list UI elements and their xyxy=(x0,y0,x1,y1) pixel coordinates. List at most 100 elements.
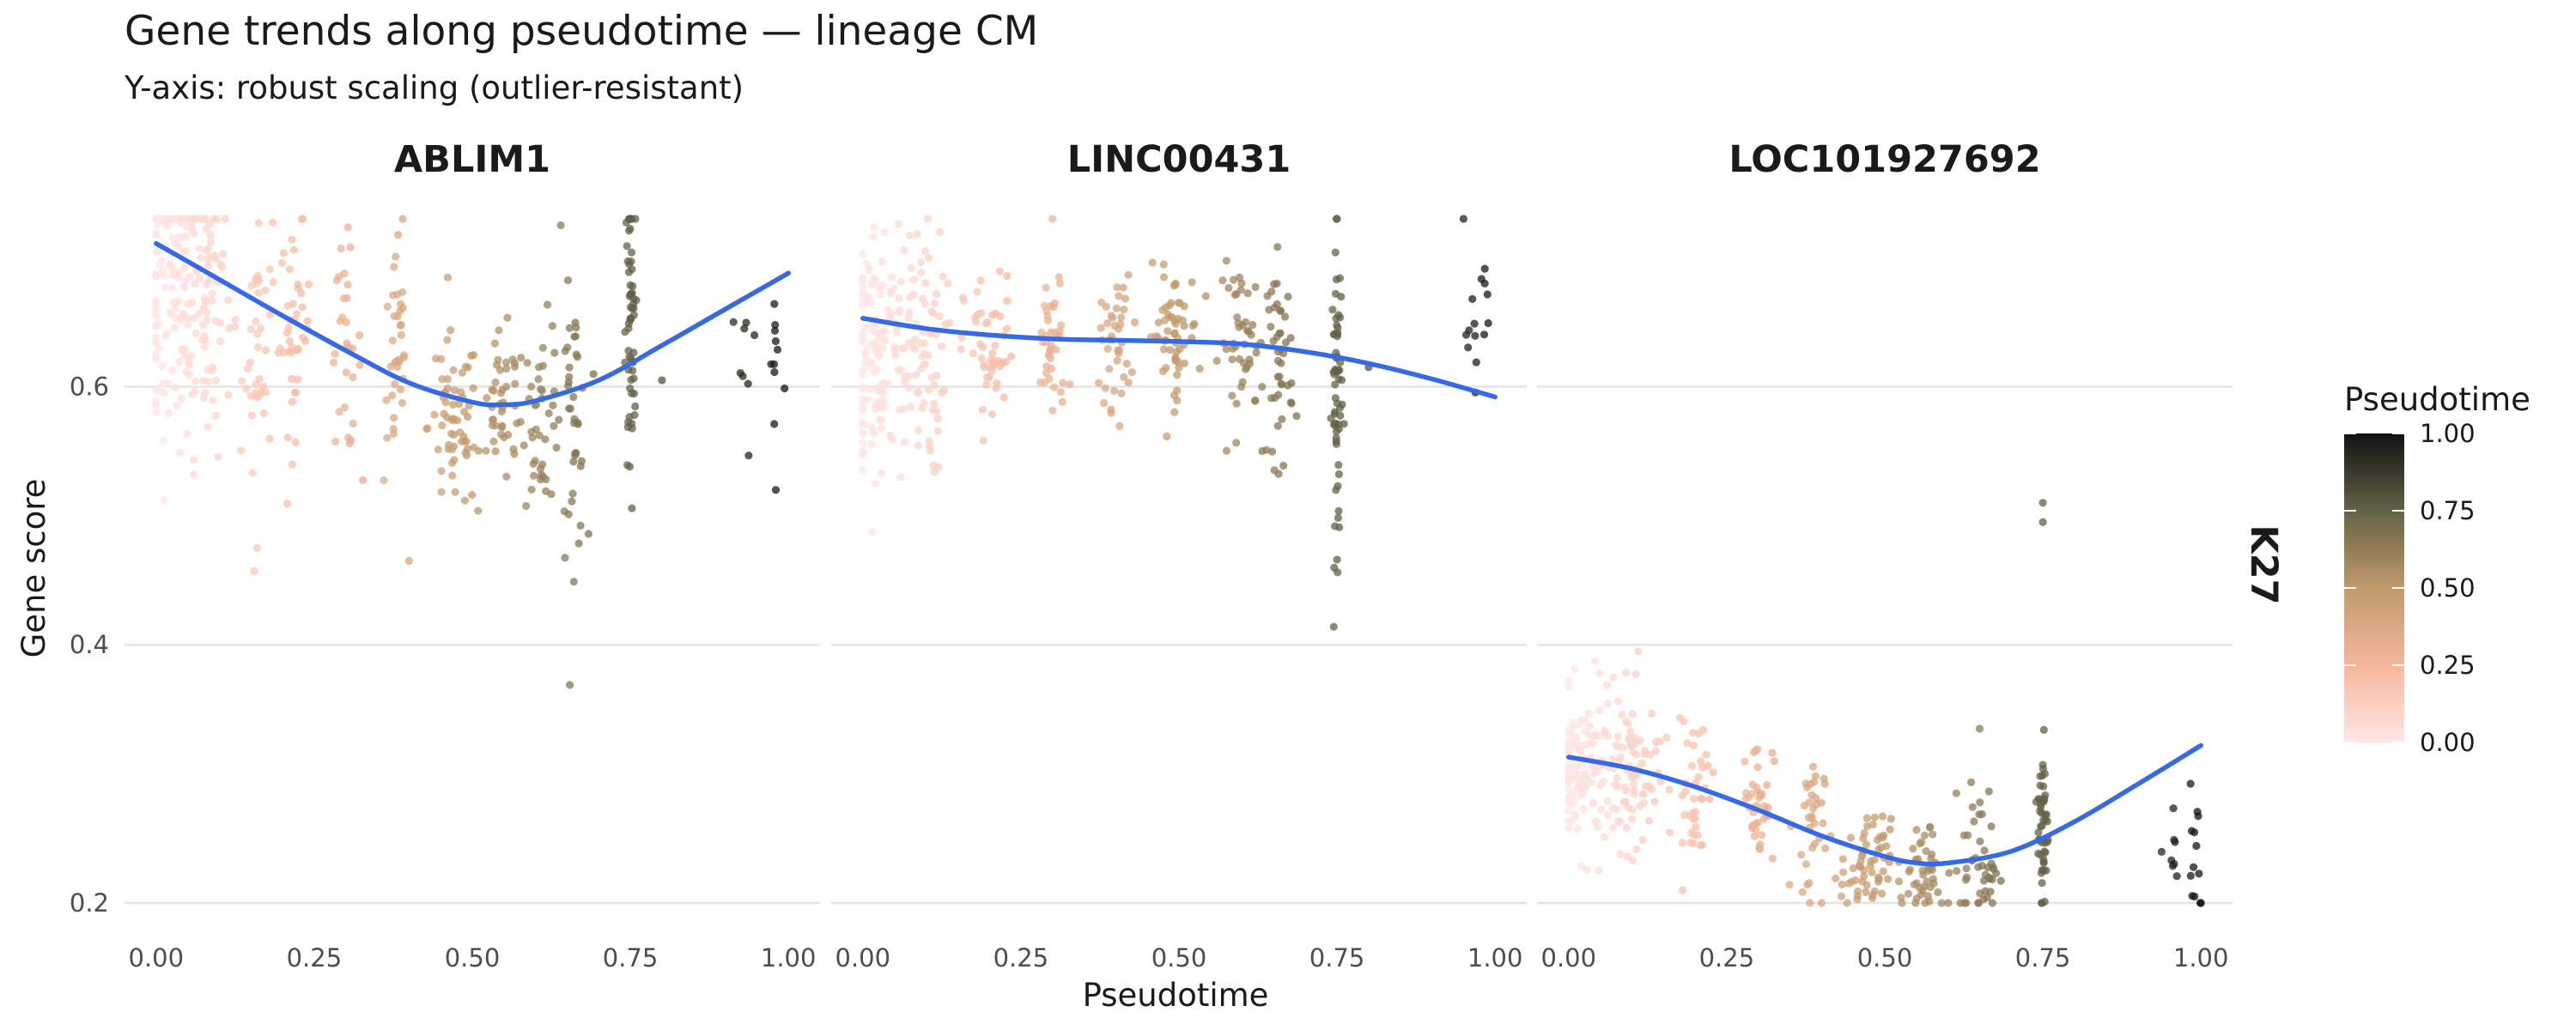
data-point xyxy=(1577,862,1585,870)
data-point xyxy=(881,336,890,345)
trend-line xyxy=(1566,742,2203,867)
facet-panel: 0.00 0.25 0.50 0.75 1.00 LOC101927692 xyxy=(1537,138,2233,972)
data-point xyxy=(1573,825,1582,833)
data-point xyxy=(978,342,987,351)
data-point xyxy=(1692,822,1700,831)
data-point xyxy=(1918,866,1927,875)
data-point xyxy=(1258,383,1267,391)
data-point xyxy=(914,426,923,435)
data-point xyxy=(1166,346,1175,354)
data-point xyxy=(927,373,936,382)
data-point xyxy=(1236,286,1245,294)
data-point xyxy=(332,276,341,285)
data-point xyxy=(511,379,519,388)
data-point xyxy=(1479,330,1489,339)
data-point xyxy=(437,467,446,476)
data-point xyxy=(1124,379,1133,387)
data-point xyxy=(1929,879,1938,888)
data-point xyxy=(1631,670,1640,678)
data-point xyxy=(531,457,539,465)
data-point xyxy=(246,391,255,400)
data-point xyxy=(541,435,550,444)
data-point xyxy=(211,411,220,420)
data-point xyxy=(166,215,174,223)
data-point xyxy=(247,411,256,420)
data-point xyxy=(200,294,209,302)
data-point xyxy=(1860,828,1868,838)
data-point xyxy=(1621,797,1630,806)
data-point xyxy=(345,439,354,448)
data-point xyxy=(1112,304,1121,312)
data-point xyxy=(981,319,990,328)
data-point xyxy=(183,354,191,362)
data-point xyxy=(208,289,216,298)
data-point xyxy=(253,393,262,402)
data-point xyxy=(1480,279,1489,288)
data-point xyxy=(914,441,922,450)
data-point xyxy=(738,372,747,380)
data-point xyxy=(498,385,507,394)
data-point xyxy=(1577,790,1586,798)
data-point xyxy=(1759,815,1768,823)
data-point xyxy=(1337,293,1346,301)
data-point xyxy=(204,422,212,431)
data-point xyxy=(489,437,498,445)
data-point xyxy=(474,506,483,515)
data-point xyxy=(1856,862,1864,870)
data-point xyxy=(303,317,312,325)
data-point xyxy=(167,366,177,374)
data-point xyxy=(390,263,398,271)
data-point xyxy=(1638,790,1647,798)
data-point xyxy=(171,384,179,392)
data-point xyxy=(206,231,215,239)
data-point xyxy=(565,363,574,372)
data-point xyxy=(1588,779,1596,787)
data-point xyxy=(939,386,949,395)
data-point xyxy=(999,393,1008,402)
y-tick-label: 0.4 xyxy=(70,630,109,659)
data-point xyxy=(1846,833,1855,842)
data-point xyxy=(628,304,636,312)
data-point xyxy=(242,385,251,393)
data-point xyxy=(1224,283,1233,293)
data-point xyxy=(1611,780,1619,789)
data-point xyxy=(1159,260,1168,269)
data-point xyxy=(1148,258,1157,267)
data-point xyxy=(389,429,398,438)
data-point xyxy=(1599,777,1607,785)
data-point xyxy=(938,342,946,350)
data-point xyxy=(576,462,585,470)
data-point xyxy=(449,400,458,409)
data-point xyxy=(440,409,448,418)
data-point xyxy=(1603,797,1612,805)
data-point xyxy=(867,422,877,431)
data-point xyxy=(1698,763,1707,772)
data-point xyxy=(542,487,550,495)
data-point xyxy=(2190,863,2198,871)
data-point xyxy=(382,396,391,404)
data-point xyxy=(1838,855,1847,863)
data-point xyxy=(1334,367,1343,375)
data-point xyxy=(398,398,406,407)
data-point xyxy=(289,245,298,254)
data-point xyxy=(1820,774,1828,783)
data-point xyxy=(254,219,263,227)
data-point xyxy=(904,314,913,323)
data-point xyxy=(859,466,867,475)
data-point xyxy=(495,326,503,335)
data-point xyxy=(430,410,439,419)
data-point xyxy=(1806,899,1814,907)
data-point xyxy=(934,463,943,471)
data-point xyxy=(1876,844,1886,852)
data-point xyxy=(190,456,198,464)
data-point xyxy=(589,370,598,379)
x-tick-label: 0.75 xyxy=(1309,943,1365,972)
data-point xyxy=(294,375,302,384)
data-point xyxy=(900,344,908,353)
data-point xyxy=(744,379,752,388)
data-point xyxy=(1464,343,1473,352)
legend-tick-label: 0.50 xyxy=(2420,573,2476,603)
data-point xyxy=(1603,810,1612,819)
data-point xyxy=(2170,859,2178,869)
data-point xyxy=(744,451,753,460)
